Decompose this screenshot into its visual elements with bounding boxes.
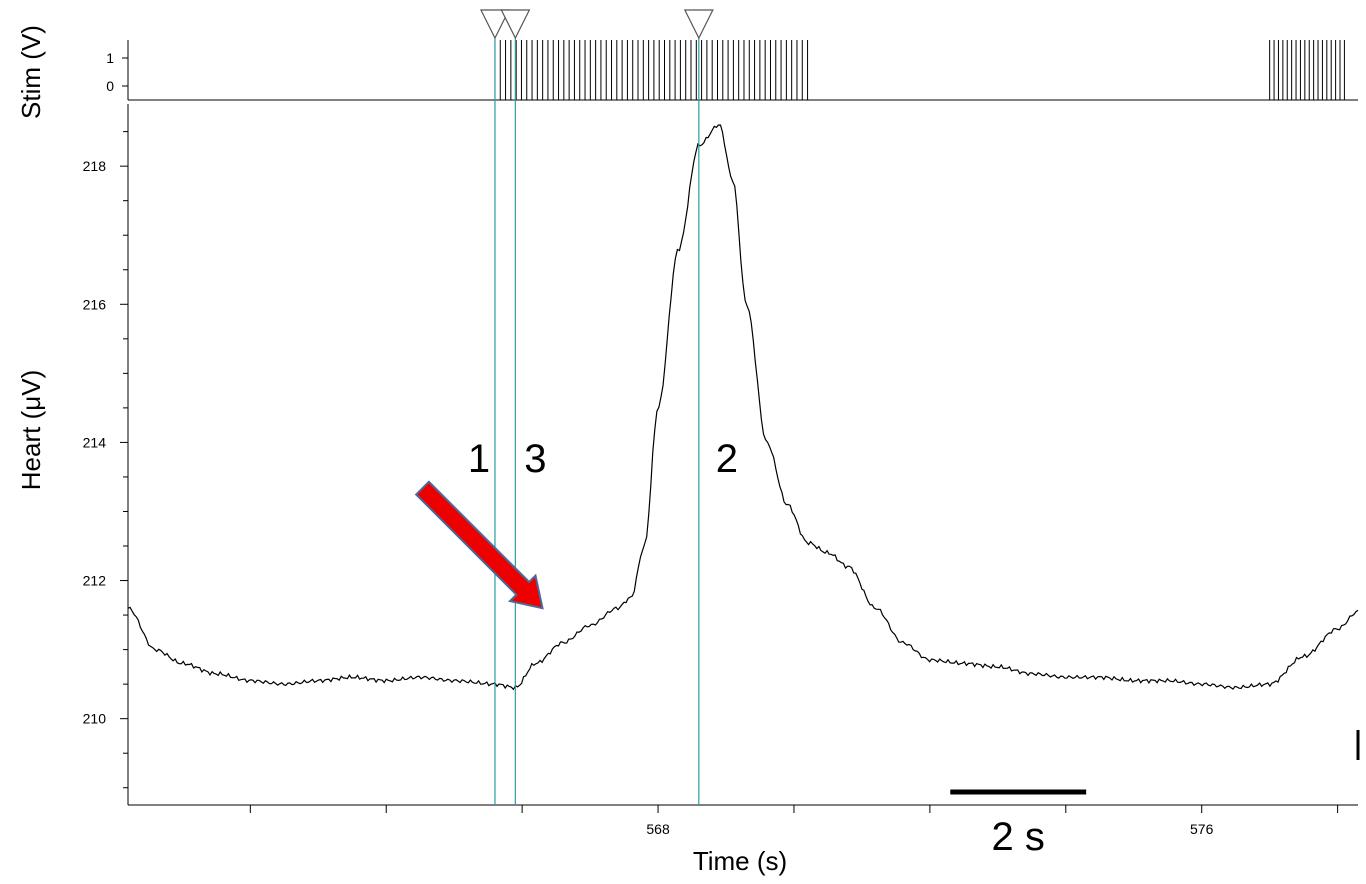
red-arrow-annotation xyxy=(414,480,544,610)
heart-x-axis-title: Time (s) xyxy=(693,846,787,876)
heart-y-tick-label: 212 xyxy=(83,573,107,589)
cursor-3-label: 3 xyxy=(524,437,546,481)
scale-bar: 2 s xyxy=(950,789,1087,859)
heart-y-tick-label: 218 xyxy=(83,158,107,174)
stim-y-ticks: 10 xyxy=(106,50,128,94)
heart-y-tick-label: 210 xyxy=(83,711,107,727)
red-arrow-icon xyxy=(414,480,544,610)
heart-trace-line xyxy=(127,124,1359,691)
stim-y-tick-label: 0 xyxy=(106,78,114,94)
cursor-2-label: 2 xyxy=(716,437,738,481)
stim-panel: Stim (V) 10 xyxy=(16,25,1358,119)
heart-y-tick-label: 216 xyxy=(83,296,107,312)
heart-y-ticks: 218 216 214 212 210 xyxy=(83,131,128,789)
stim-y-tick-label: 1 xyxy=(106,50,114,66)
cursor-3-marker-icon[interactable] xyxy=(500,9,531,40)
cursor-2-marker-icon[interactable] xyxy=(683,9,714,40)
heart-y-tick-label: 214 xyxy=(83,434,107,450)
heart-panel: Heart (μV) 218 216 214 212 210 568 576 Time (… xyxy=(16,104,1360,876)
heart-axis-title: Heart (μV) xyxy=(16,370,46,490)
heart-x-ticks: 568 576 xyxy=(249,805,1339,837)
scale-bar-label: 2 s xyxy=(992,815,1045,859)
stim-pulses xyxy=(494,40,1345,100)
cursor-1-label: 1 xyxy=(468,437,490,481)
heart-x-tick-label: 576 xyxy=(1190,821,1214,837)
cursor-1-marker-icon[interactable] xyxy=(479,9,510,40)
stim-axis-title: Stim (V) xyxy=(16,25,46,119)
heart-x-tick-label: 568 xyxy=(646,821,670,837)
